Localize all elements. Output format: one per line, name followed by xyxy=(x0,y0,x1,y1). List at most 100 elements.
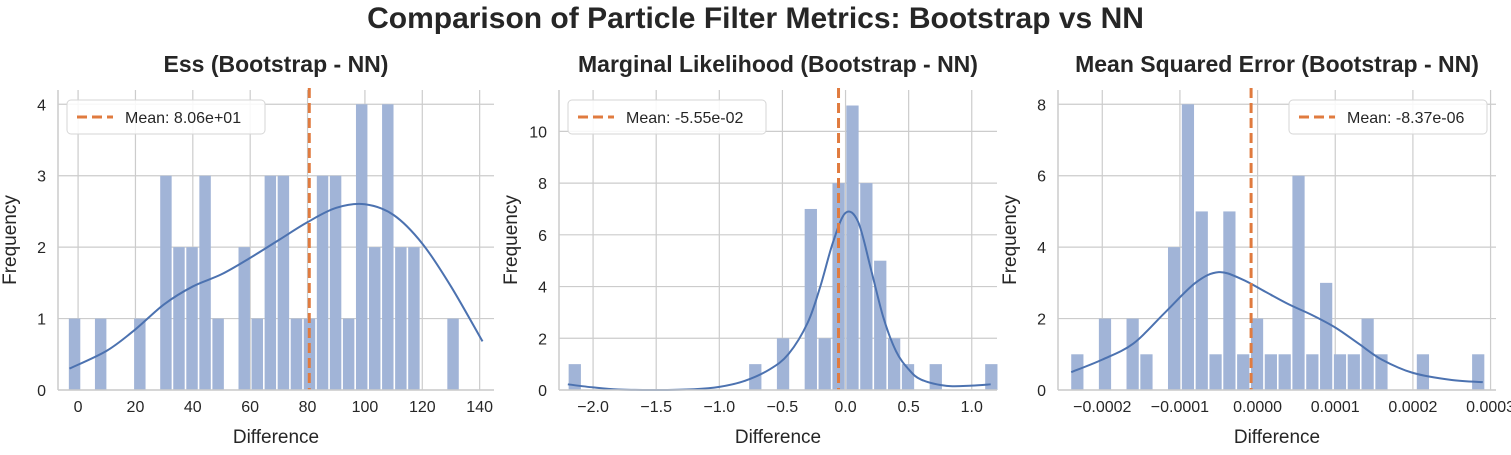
histogram-bar xyxy=(212,318,224,390)
histogram-bar xyxy=(1264,354,1277,390)
legend: Mean: -8.37e-06 xyxy=(1288,99,1488,135)
histogram-bar xyxy=(568,364,581,390)
histogram-bar xyxy=(874,260,887,390)
y-axis-label: Frequency xyxy=(501,195,522,285)
histogram-bar xyxy=(1333,354,1347,390)
histogram-bar xyxy=(264,175,277,390)
histogram-bar xyxy=(277,175,290,390)
y-tick-label: 0 xyxy=(1037,383,1046,400)
histogram-bar xyxy=(776,338,790,390)
mse-histogram: Mean Squared Error (Bootstrap - NN) −0.00… xyxy=(1000,51,1511,448)
histogram-bar xyxy=(134,318,146,390)
x-tick-label: 120 xyxy=(409,399,436,416)
histogram-bar xyxy=(199,175,211,390)
y-tick-label: 3 xyxy=(37,169,46,186)
histogram-bar xyxy=(846,105,859,390)
legend-box xyxy=(66,99,266,135)
histogram-bar xyxy=(447,318,459,390)
y-axis-label: Frequency xyxy=(0,195,21,285)
kde-curve xyxy=(1070,271,1483,384)
legend-label: Mean: 8.06e+01 xyxy=(125,110,241,127)
histogram-bar xyxy=(408,247,420,390)
subplot-title: Mean Squared Error (Bootstrap - NN) xyxy=(1075,51,1479,77)
y-tick-label: 0 xyxy=(37,383,46,400)
x-tick-label: 40 xyxy=(184,399,202,416)
histogram-bar xyxy=(1223,211,1236,390)
y-tick-label: 2 xyxy=(37,240,46,257)
legend-label: Mean: -8.37e-06 xyxy=(1347,110,1465,127)
y-tick-label: 2 xyxy=(1037,312,1046,329)
y-tick-label: 4 xyxy=(37,97,46,114)
histogram-bar xyxy=(1140,354,1153,390)
histogram-bar xyxy=(1250,318,1264,390)
histogram-bar xyxy=(1472,354,1485,390)
histogram-bar xyxy=(1195,211,1208,390)
histogram-bar xyxy=(1361,318,1374,390)
kde-curve xyxy=(567,210,991,392)
y-tick-label: 4 xyxy=(1037,240,1046,257)
x-tick-label: 0.0 xyxy=(834,399,856,416)
histogram-bar xyxy=(290,318,303,390)
histogram-bar xyxy=(1375,354,1388,390)
x-tick-label: −1.0 xyxy=(704,399,736,416)
histogram-bar xyxy=(238,247,250,390)
legend-box xyxy=(1288,99,1488,135)
x-tick-label: −2.0 xyxy=(577,399,609,416)
x-tick-label: 0.0000 xyxy=(1233,399,1282,416)
legend: Mean: -5.55e-02 xyxy=(567,99,767,135)
histogram-bar xyxy=(1126,318,1139,390)
histogram-bar xyxy=(382,104,394,391)
ess-histogram: Ess (Bootstrap - NN) 0 20 40 60 80 100 120 140 0 1… xyxy=(0,51,494,448)
legend-box xyxy=(567,99,767,135)
y-tick-label: 10 xyxy=(529,124,547,141)
marginal-likelihood-histogram: Marginal Likelihood (Bootstrap - NN) −2.0… xyxy=(501,51,998,448)
histogram-bar xyxy=(1292,175,1305,390)
histogram-bar xyxy=(1167,247,1181,390)
subplot-title: Ess (Bootstrap - NN) xyxy=(164,51,389,77)
y-tick-label: 8 xyxy=(1037,97,1046,114)
x-tick-label: 1.0 xyxy=(961,399,983,416)
x-tick-label: −0.5 xyxy=(767,399,799,416)
histogram-bar xyxy=(251,318,264,390)
y-tick-label: 2 xyxy=(538,331,547,348)
histogram-bar xyxy=(160,175,172,390)
histogram-bar xyxy=(860,183,873,390)
x-tick-label: 0.0002 xyxy=(1388,399,1437,416)
x-tick-label: 0.5 xyxy=(898,399,920,416)
histogram-bar xyxy=(186,247,198,390)
histogram-bar xyxy=(929,364,942,390)
x-tick-label: 0.0003 xyxy=(1466,399,1511,416)
histogram-bar xyxy=(804,208,817,390)
x-tick-label: 0 xyxy=(74,399,83,416)
x-axis-label: Difference xyxy=(1234,427,1320,448)
histogram-bar xyxy=(395,247,407,390)
x-tick-label: 0.0001 xyxy=(1311,399,1360,416)
y-tick-label: 6 xyxy=(1037,169,1046,186)
histogram-bar xyxy=(818,338,831,390)
histogram-bar xyxy=(887,338,901,390)
x-tick-label: −0.0002 xyxy=(1073,399,1131,416)
histogram-bar xyxy=(1278,354,1291,390)
histogram-bar xyxy=(1181,104,1195,391)
x-tick-label: 80 xyxy=(299,399,317,416)
histogram-bar xyxy=(173,247,185,390)
x-axis-label: Difference xyxy=(735,427,821,448)
histogram-bar xyxy=(1347,354,1360,390)
y-tick-label: 8 xyxy=(538,176,547,193)
histogram-bar xyxy=(355,104,368,391)
histogram-bar xyxy=(303,318,316,390)
histogram-bar xyxy=(329,175,342,390)
histogram-bar xyxy=(1098,318,1112,390)
histogram-bar xyxy=(342,318,355,390)
y-tick-label: 0 xyxy=(538,383,547,400)
legend-label: Mean: -5.55e-02 xyxy=(626,110,744,127)
x-tick-label: 60 xyxy=(241,399,259,416)
x-tick-label: 100 xyxy=(352,399,379,416)
kde-curve xyxy=(69,202,484,370)
x-tick-label: 140 xyxy=(466,399,493,416)
x-axis-label: Difference xyxy=(233,427,319,448)
histogram-bar xyxy=(68,318,81,390)
histogram-bar xyxy=(1416,354,1430,390)
x-tick-label: −0.0001 xyxy=(1151,399,1209,416)
x-tick-label: −1.5 xyxy=(640,399,672,416)
